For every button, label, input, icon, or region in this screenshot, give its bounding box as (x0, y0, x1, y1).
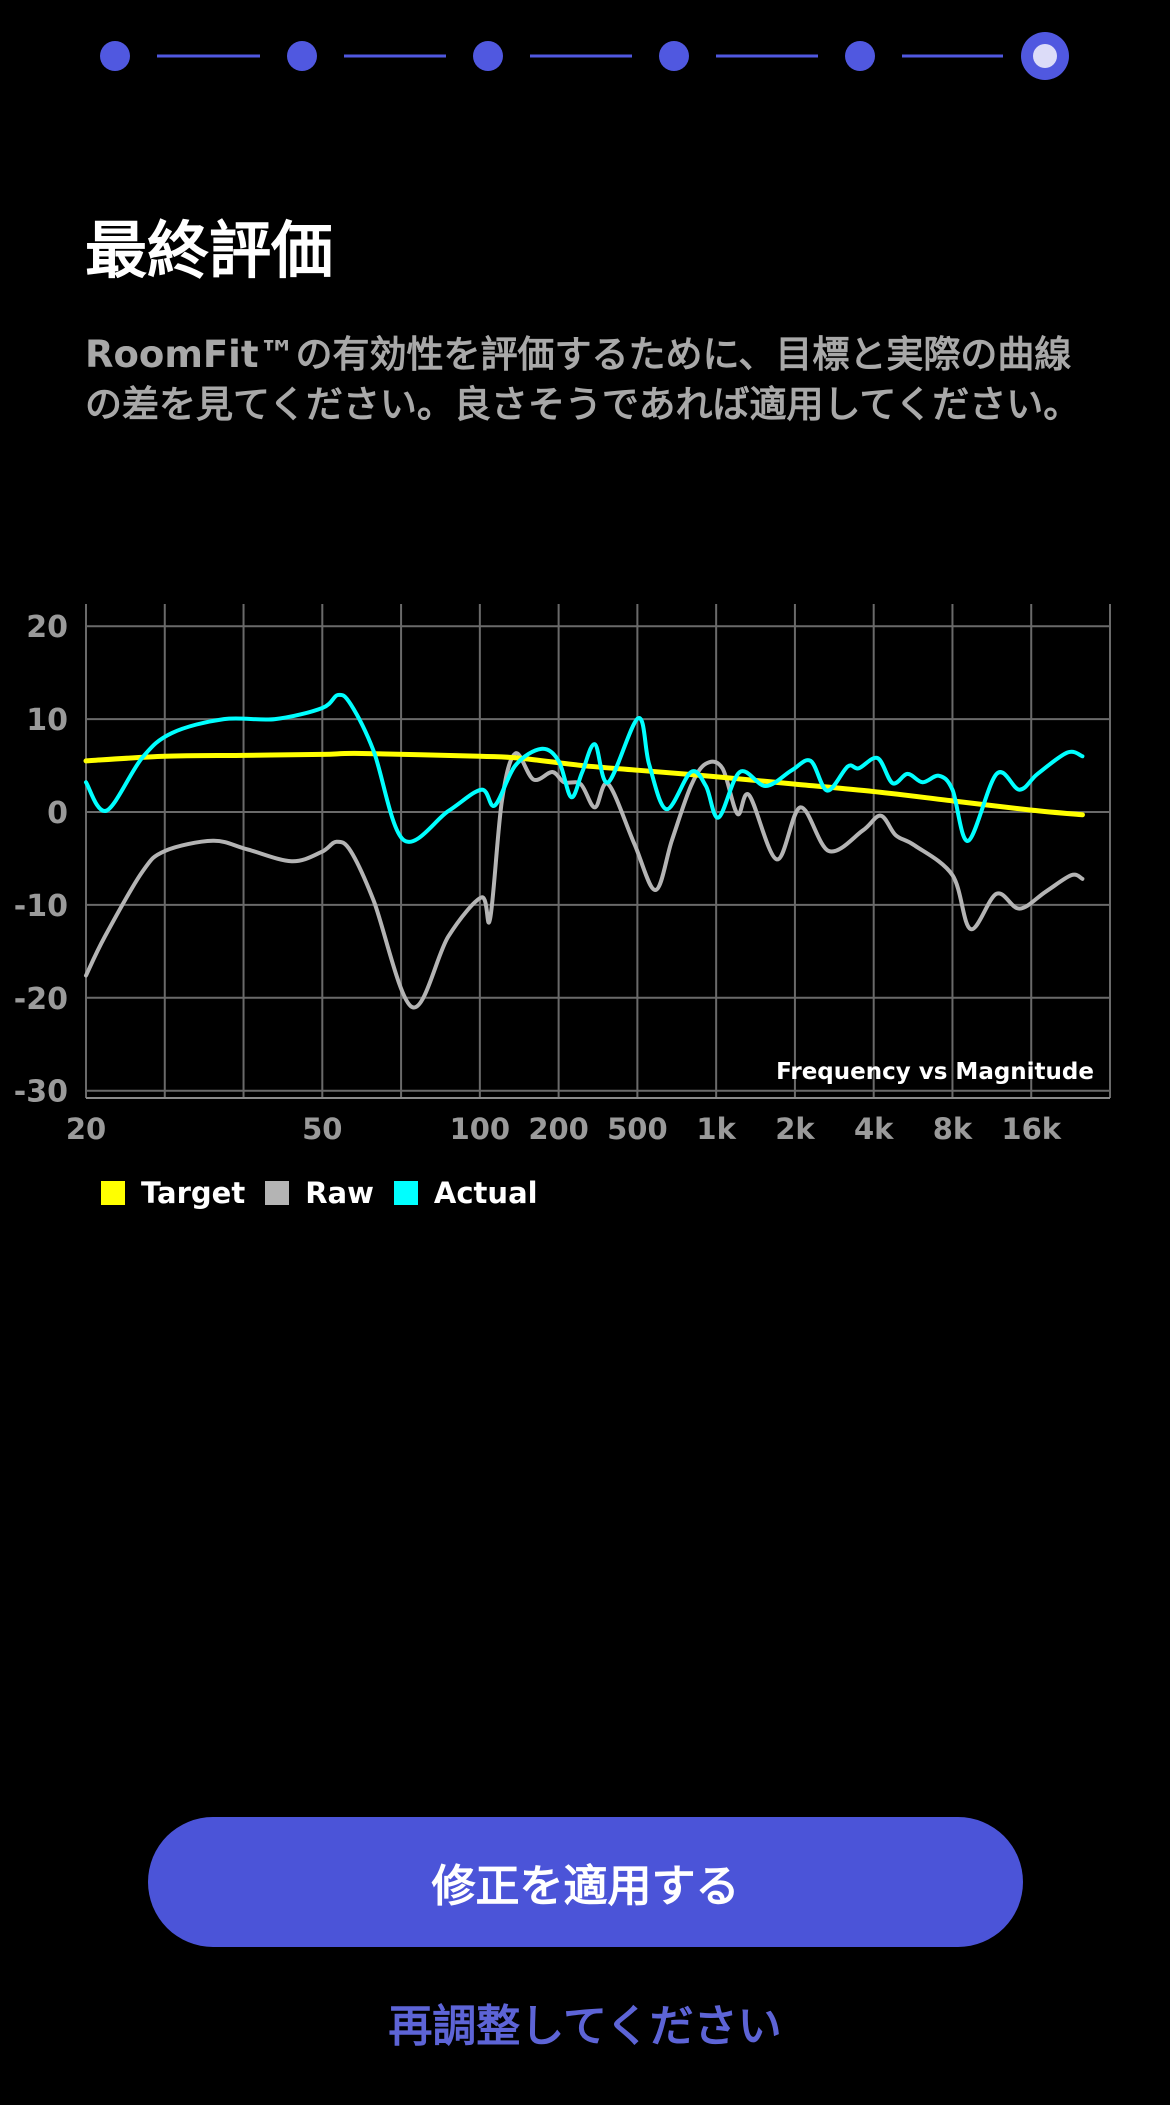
readjust-link[interactable]: 再調整してください (388, 2001, 782, 2052)
legend-swatch-raw (265, 1181, 290, 1205)
x-tick-label: 2k (775, 1112, 815, 1146)
x-tick-label: 8k (933, 1112, 973, 1146)
x-tick-label: 100 (450, 1112, 511, 1146)
stepper-step-complete (473, 41, 503, 71)
description: RoomFit™の有効性を評価するために、目標と実際の曲線の差を見てください。良… (85, 333, 1081, 426)
legend-swatch-actual (393, 1181, 418, 1205)
y-tick-label: -10 (14, 889, 68, 924)
stepper-step-current-inner (1033, 44, 1057, 68)
page-title: 最終評価 (85, 214, 334, 287)
stepper-step-complete (659, 41, 689, 71)
stepper-step-complete (845, 41, 875, 71)
series-line-actual (84, 692, 1085, 844)
x-tick-label: 20 (66, 1112, 106, 1146)
series-line-raw (84, 751, 1085, 1010)
x-tick-label: 200 (528, 1112, 589, 1146)
legend-label-target: Target (141, 1176, 246, 1210)
progress-stepper (100, 32, 1069, 80)
series-line-target (83, 750, 1085, 818)
apply-correction-button[interactable]: 修正を適用する (148, 1817, 1023, 1947)
legend-label-actual: Actual (433, 1176, 538, 1210)
chart-title: Frequency vs Magnitude (776, 1059, 1094, 1085)
y-tick-label: 10 (26, 703, 68, 738)
x-tick-label: 1k (696, 1112, 736, 1146)
legend-label-raw: Raw (305, 1176, 374, 1210)
stepper-step-complete (100, 41, 130, 71)
x-tick-label: 500 (607, 1112, 668, 1146)
chart-legend: Target Raw Actual (101, 1176, 558, 1210)
y-tick-label: 20 (26, 610, 68, 645)
x-tick-label: 50 (302, 1112, 342, 1146)
x-tick-label: 4k (854, 1112, 894, 1146)
y-tick-label: -30 (14, 1075, 68, 1110)
y-tick-label: 0 (47, 796, 68, 831)
y-tick-label: -20 (14, 982, 68, 1017)
x-tick-label: 16k (1001, 1112, 1061, 1146)
stepper-step-complete (287, 41, 317, 71)
legend-swatch-target (101, 1181, 125, 1205)
